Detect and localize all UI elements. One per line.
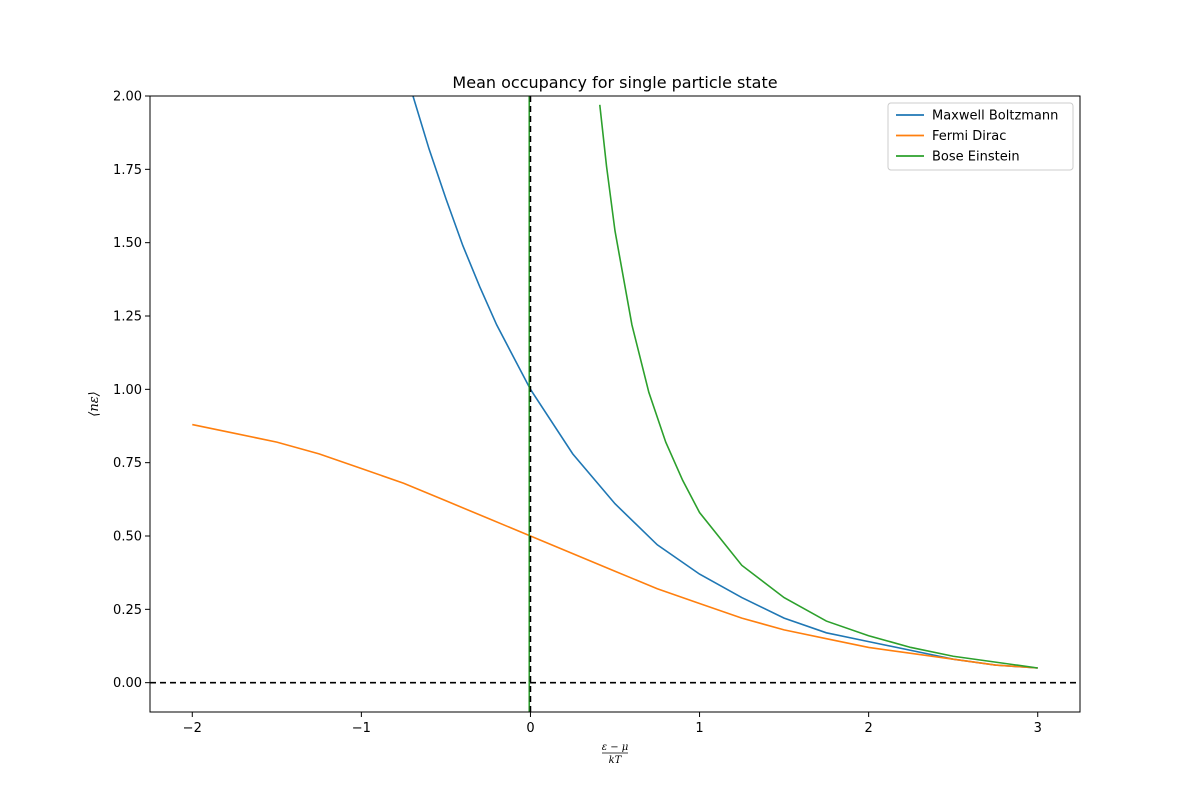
series-line-fermi-dirac: [192, 423, 1038, 669]
y-tick-label: 1.25: [113, 310, 142, 325]
axes: −2 −1 0 1 2 3 0.00 0.25 0.50 0.75 1.00 1.25 1.50 1.75…: [113, 90, 1081, 736]
x-tick-label: 2: [864, 721, 872, 736]
plot-series: [150, 96, 1080, 712]
y-tick-label: 0.25: [113, 603, 142, 618]
axes-frame: [149, 95, 1081, 713]
x-axis-label-numerator: ε − μ: [602, 742, 629, 753]
series-line-bose-einstein: [598, 104, 1038, 669]
chart-title: Mean occupancy for single particle state: [452, 73, 777, 92]
y-tick-label: 1.50: [113, 236, 142, 251]
y-tick-label: 0.00: [113, 676, 142, 691]
y-tick-label: 0.50: [113, 530, 142, 545]
legend: Maxwell Boltzmann Fermi Dirac Bose Einstei…: [887, 102, 1074, 171]
x-tick-label: 0: [526, 721, 534, 736]
x-axis-label: ε − μ kT: [602, 742, 629, 766]
x-tick-label: 1: [695, 721, 703, 736]
x-axis-label-denominator: kT: [609, 755, 623, 766]
plot-area: [150, 96, 1080, 712]
y-tick-label: 0.75: [113, 456, 142, 471]
x-tick-label: 3: [1034, 721, 1042, 736]
series-line-maxwell-boltzmann: [412, 96, 1038, 669]
x-tick-label: −2: [183, 721, 202, 736]
legend-label: Maxwell Boltzmann: [932, 109, 1058, 124]
y-tick-label: 2.00: [113, 90, 142, 105]
y-tick-label: 1.75: [113, 163, 142, 178]
y-axis-label: ⟨nε⟩: [87, 391, 102, 417]
y-tick-label: 1.00: [113, 383, 142, 398]
legend-box: [887, 102, 1074, 171]
legend-label: Bose Einstein: [932, 150, 1020, 165]
x-tick-label: −1: [352, 721, 371, 736]
legend-label: Fermi Dirac: [932, 129, 1006, 144]
